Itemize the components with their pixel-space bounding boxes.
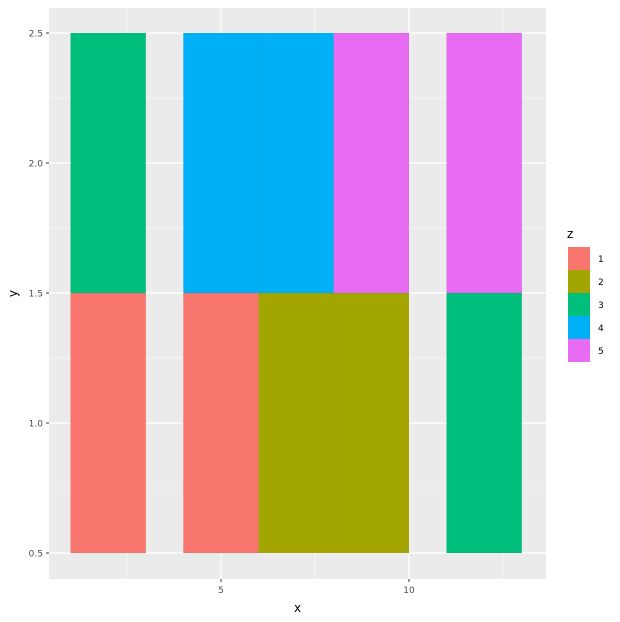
legend-label: 5 [598, 347, 604, 357]
legend-label: 3 [598, 301, 604, 311]
legend-label: 4 [598, 324, 604, 334]
tile [70, 32, 147, 294]
y-tick-label: 2.0 [29, 160, 44, 170]
y-axis-label: y [6, 290, 20, 297]
tile [333, 32, 410, 294]
x-tick-label: 5 [218, 586, 224, 596]
tile [258, 32, 335, 294]
legend-title: z [567, 227, 573, 241]
legend-swatch [568, 339, 590, 362]
tile [333, 292, 410, 554]
tile [446, 292, 523, 554]
legend-swatch [568, 316, 590, 339]
tile [183, 292, 259, 554]
tile [446, 32, 523, 294]
y-tick-label: 2.5 [29, 30, 43, 40]
x-axis-label: x [294, 601, 301, 615]
legend-swatch [568, 270, 590, 293]
y-tick-label: 1.0 [29, 420, 44, 430]
x-tick-label: 10 [403, 586, 415, 596]
legend-swatch [568, 293, 590, 316]
tile [258, 292, 335, 554]
y-tick-label: 1.5 [29, 290, 43, 300]
legend-label: 1 [598, 255, 604, 265]
legend-swatch [568, 247, 590, 270]
tile [70, 292, 147, 554]
legend-label: 2 [598, 278, 604, 288]
tile [183, 32, 259, 294]
y-tick-label: 0.5 [29, 550, 43, 560]
